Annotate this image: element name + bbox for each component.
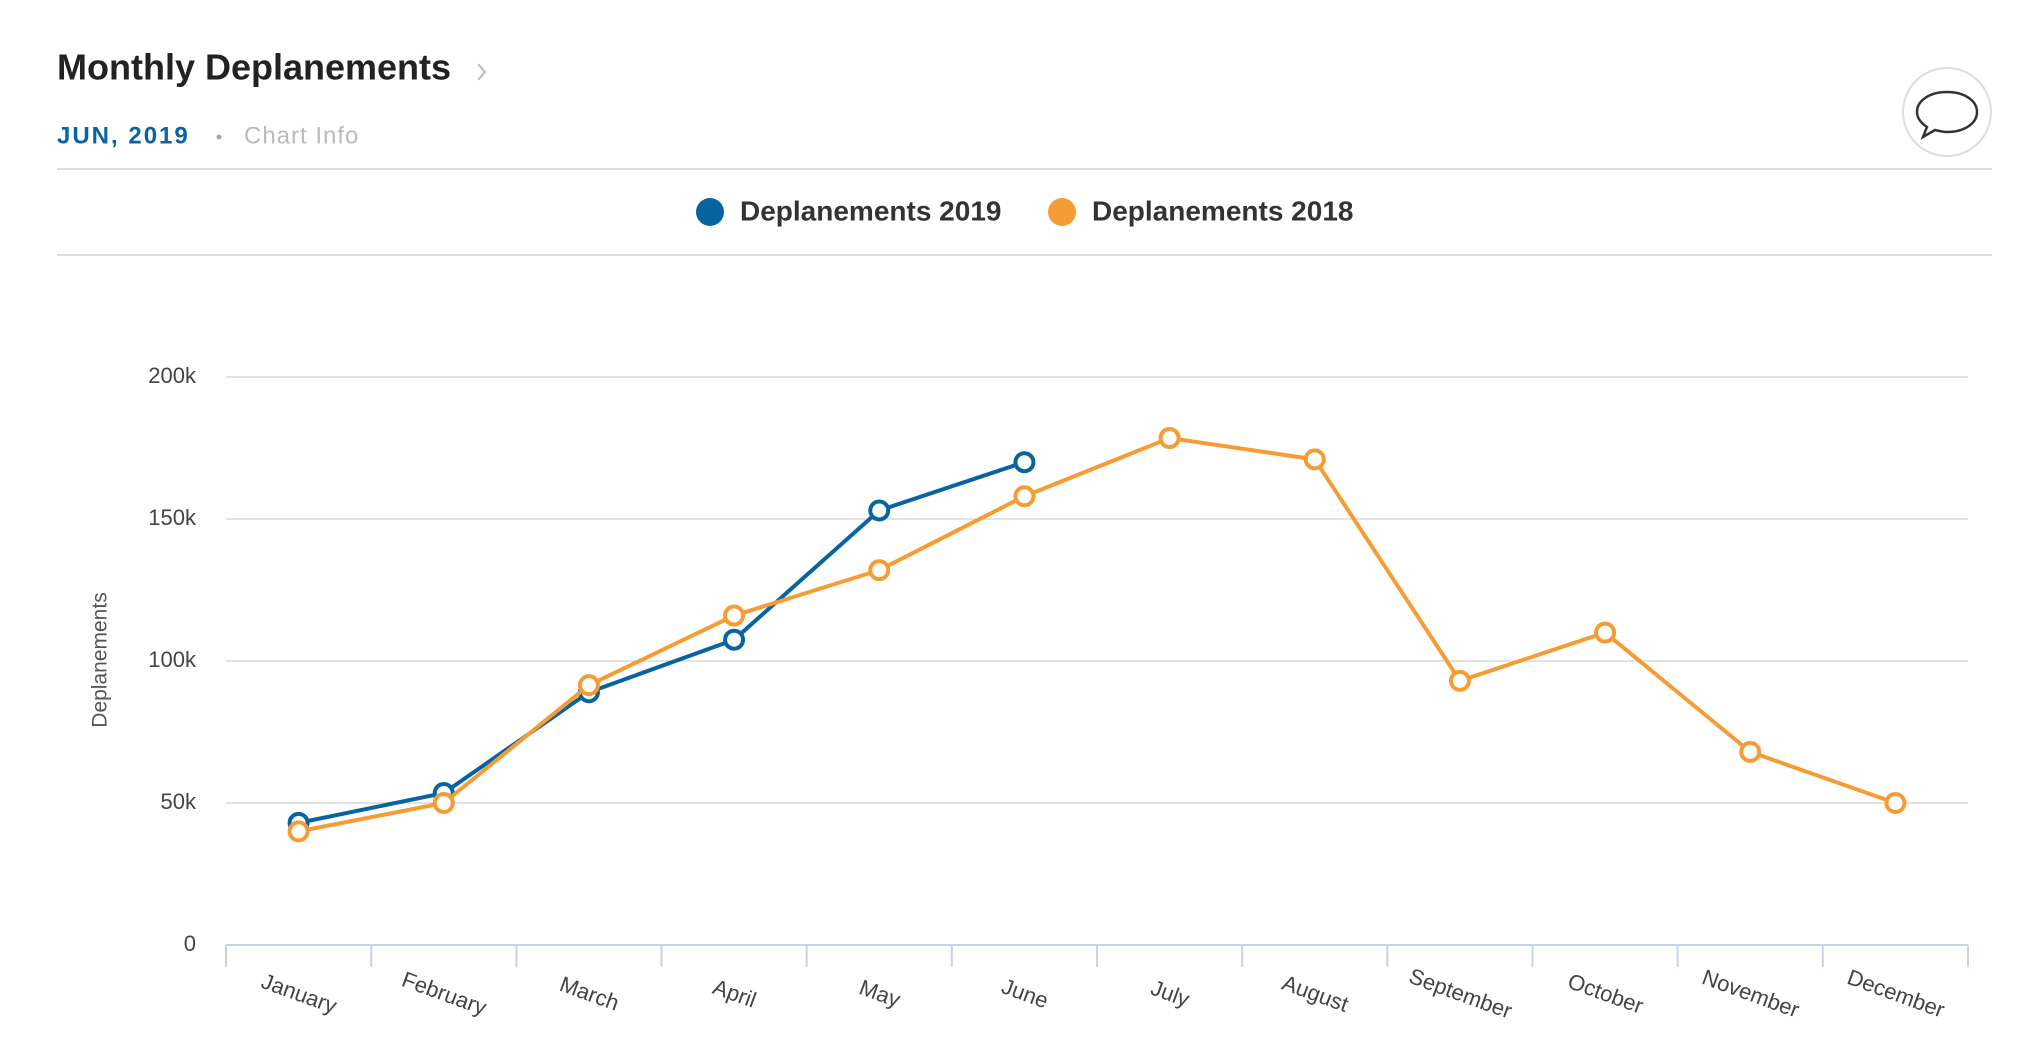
comment-icon[interactable] [1915, 90, 1979, 140]
y-tick-label: 50k [161, 789, 197, 814]
y-tick-label: 0 [184, 931, 196, 956]
subtitle: JUN, 2019 [57, 122, 190, 149]
x-tick-label: May [856, 975, 904, 1013]
data-point [577, 674, 600, 697]
data-point [723, 604, 746, 627]
x-tick-label: February [399, 967, 490, 1021]
x-tick-label: June [998, 974, 1051, 1014]
x-tick-label: April [710, 974, 760, 1013]
x-tick-label: August [1279, 970, 1352, 1017]
data-point [287, 820, 310, 843]
series-line [298, 460, 1026, 825]
data-point [1303, 448, 1326, 471]
legend-label: Deplanements 2019 [740, 195, 1001, 226]
separator-dot [216, 134, 222, 140]
legend-marker [1048, 198, 1076, 226]
x-tick-label: January [258, 968, 340, 1018]
legend-label: Deplanements 2018 [1092, 195, 1353, 226]
y-axis-title: Deplanements [89, 592, 112, 727]
legend-marker [696, 198, 724, 226]
data-point [723, 628, 746, 651]
data-point [1158, 427, 1181, 450]
data-point [1884, 792, 1907, 814]
data-point [1013, 485, 1036, 508]
data-point [1448, 669, 1471, 692]
x-tick-label: September [1406, 963, 1516, 1023]
y-tick-label: 200k [148, 363, 197, 388]
chart-info-link[interactable]: Chart Info [244, 122, 359, 149]
data-point [1594, 621, 1617, 644]
data-point [868, 499, 891, 522]
x-tick-label: October [1565, 968, 1647, 1018]
data-point [432, 792, 455, 814]
y-tick-label: 150k [148, 505, 197, 530]
data-point [1739, 740, 1762, 763]
chart-title: Monthly Deplanements [57, 47, 451, 88]
x-tick-label: November [1699, 964, 1803, 1022]
x-tick-label: March [556, 971, 622, 1015]
data-point [868, 559, 891, 582]
y-tick-label: 100k [148, 647, 197, 672]
data-point [1013, 451, 1036, 474]
x-tick-label: July [1148, 975, 1193, 1012]
title-chevron[interactable] [477, 63, 487, 81]
x-tick-label: December [1844, 964, 1948, 1022]
series-line [298, 436, 1897, 834]
comment-button[interactable] [1902, 67, 1992, 157]
